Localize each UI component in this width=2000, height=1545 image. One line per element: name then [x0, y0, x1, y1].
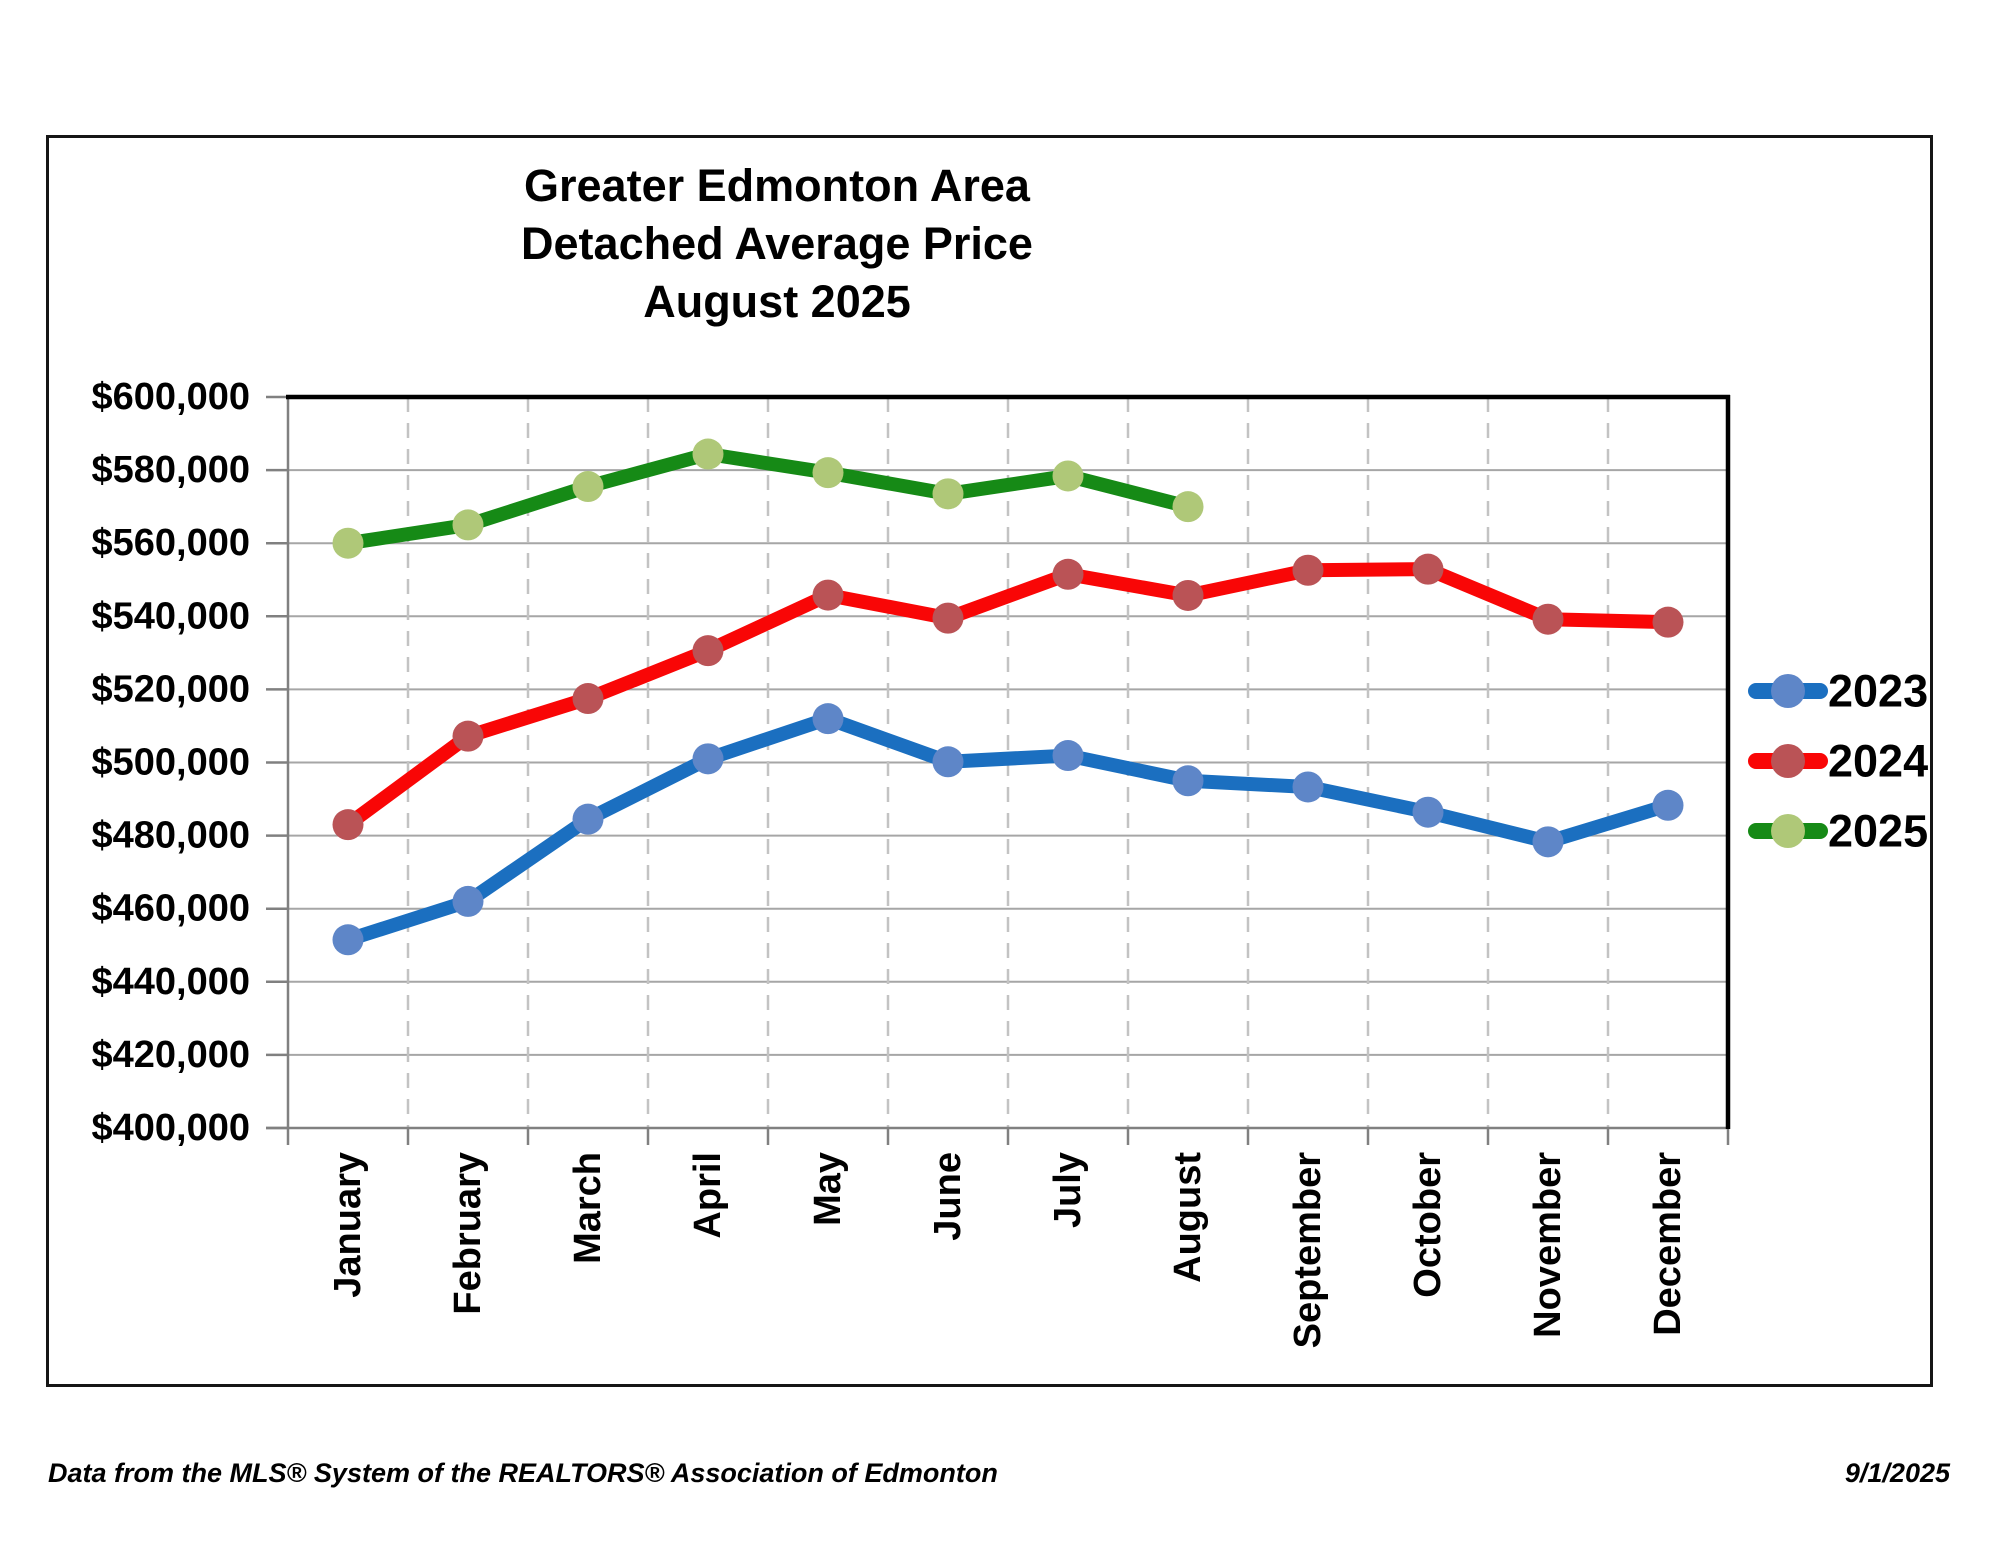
- data-point-2024-September: [1292, 554, 1324, 586]
- x-axis-label: September: [1287, 1152, 1329, 1349]
- data-point-2024-July: [1052, 558, 1084, 590]
- x-axis-label: February: [447, 1152, 489, 1315]
- data-point-2023-February: [452, 885, 484, 917]
- x-axis-label: November: [1527, 1152, 1569, 1338]
- data-point-2025-January: [332, 527, 364, 559]
- data-point-2024-May: [812, 579, 844, 611]
- data-point-2024-February: [452, 720, 484, 752]
- chart-title-line-1: Greater Edmonton Area: [524, 160, 1030, 211]
- y-axis-label: $480,000: [92, 815, 251, 857]
- data-point-2024-October: [1412, 553, 1444, 585]
- data-point-2025-February: [452, 509, 484, 541]
- chart-title-line-2: Detached Average Price: [521, 218, 1033, 269]
- footer-date: 9/1/2025: [1844, 1458, 1950, 1488]
- data-point-2024-August: [1172, 579, 1204, 611]
- data-point-2024-April: [692, 635, 724, 667]
- data-point-2023-April: [692, 743, 724, 775]
- data-point-2024-November: [1532, 603, 1564, 635]
- data-point-2024-January: [332, 809, 364, 841]
- series-line-2025: [341, 447, 1195, 551]
- data-point-2024-June: [932, 602, 964, 634]
- legend-marker-2024: [1771, 744, 1805, 778]
- data-point-2025-June: [932, 478, 964, 510]
- legend-marker-2023: [1771, 674, 1805, 708]
- x-axis-label: July: [1047, 1152, 1089, 1228]
- data-point-2025-March: [572, 471, 604, 503]
- data-point-2023-September: [1292, 771, 1324, 803]
- chart-title: Greater Edmonton Area Detached Average P…: [46, 157, 1508, 331]
- y-axis-label: $400,000: [92, 1107, 251, 1149]
- data-point-2023-November: [1532, 826, 1564, 858]
- data-point-2025-April: [692, 438, 724, 470]
- data-point-2025-July: [1052, 460, 1084, 492]
- y-axis-label: $580,000: [92, 449, 251, 491]
- data-point-2023-March: [572, 803, 604, 835]
- y-axis-label: $460,000: [92, 888, 251, 930]
- data-point-2023-July: [1052, 740, 1084, 772]
- legend-label-2024: 2024: [1828, 736, 1928, 787]
- x-axis-label: January: [327, 1152, 369, 1298]
- data-point-2023-June: [932, 746, 964, 778]
- series-line-2023: [341, 711, 1675, 947]
- x-axis-label: August: [1167, 1152, 1209, 1283]
- chart-title-line-3: August 2025: [643, 276, 911, 327]
- x-axis-label: December: [1647, 1152, 1689, 1336]
- data-point-2024-December: [1652, 606, 1684, 638]
- x-axis-label: June: [927, 1152, 969, 1241]
- data-point-2025-August: [1172, 491, 1204, 523]
- data-point-2023-December: [1652, 789, 1684, 821]
- x-axis-label: May: [807, 1152, 849, 1226]
- data-point-2023-October: [1412, 796, 1444, 828]
- y-axis-label: $520,000: [92, 668, 251, 710]
- legend-label-2025: 2025: [1828, 806, 1928, 857]
- data-point-2023-May: [812, 703, 844, 735]
- footer-source: Data from the MLS® System of the REALTOR…: [48, 1458, 998, 1488]
- data-point-2024-March: [572, 683, 604, 715]
- legend-marker-2025: [1771, 814, 1805, 848]
- y-axis-label: $420,000: [92, 1034, 251, 1076]
- y-axis-label: $440,000: [92, 961, 251, 1003]
- data-point-2023-August: [1172, 765, 1204, 797]
- data-point-2025-May: [812, 457, 844, 489]
- series-line-2024: [341, 562, 1675, 832]
- data-point-2023-January: [332, 924, 364, 956]
- y-axis-label: $560,000: [92, 522, 251, 564]
- y-axis-label: $500,000: [92, 742, 251, 784]
- x-axis-label: October: [1407, 1152, 1449, 1298]
- x-axis-label: April: [687, 1152, 729, 1239]
- x-axis-label: March: [567, 1152, 609, 1264]
- y-axis-label: $600,000: [92, 376, 251, 418]
- y-axis-label: $540,000: [92, 595, 251, 637]
- legend-label-2023: 2023: [1828, 666, 1928, 717]
